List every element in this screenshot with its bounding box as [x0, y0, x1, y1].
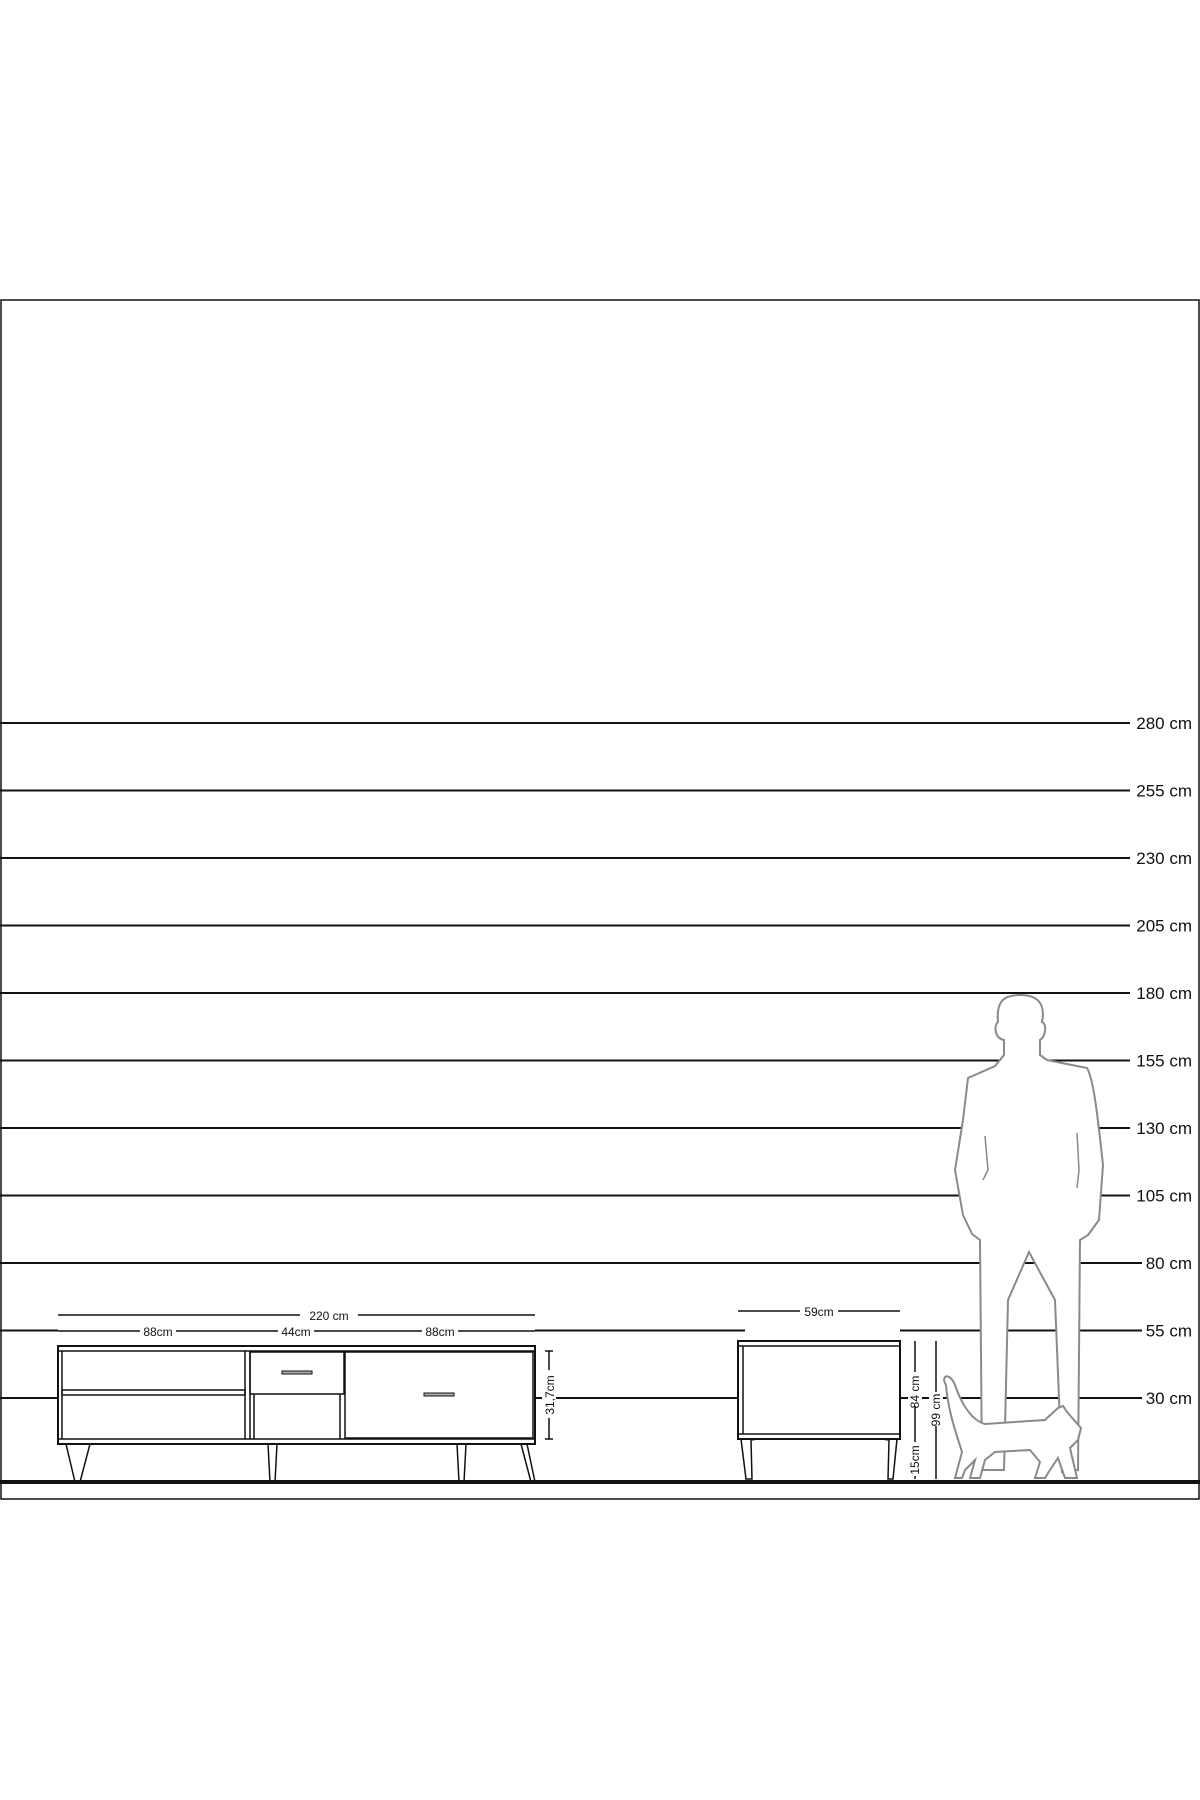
side-cabinet-legs [740, 1436, 898, 1480]
diagram-frame [0, 299, 1200, 1500]
total-height-99-label: 99 cm [929, 1394, 943, 1427]
level-label-80: 80 cm [1146, 1254, 1192, 1273]
level-label-205: 205 cm [1136, 917, 1192, 936]
side-cabinet-body [737, 1340, 901, 1440]
level-label-55: 55 cm [1146, 1322, 1192, 1341]
level-label-230: 230 cm [1136, 849, 1192, 868]
cat-figure [943, 1375, 1083, 1479]
level-label-155: 155 cm [1136, 1052, 1192, 1071]
side-width-label: 59cm [804, 1305, 833, 1319]
body-height-84-label: 84 cm [908, 1376, 922, 1409]
middle-section-label: 44cm [281, 1325, 310, 1339]
human-figure [953, 993, 1105, 1474]
total-width-label: 220 cm [309, 1309, 348, 1323]
tv-unit: 220 cm 88cm 44cm 88cm 31,7cm [57, 1307, 557, 1483]
level-label-280: 280 cm [1136, 714, 1192, 733]
tv-unit-legs [65, 1443, 536, 1483]
human-body [953, 993, 1105, 1474]
right-section-label: 88cm [425, 1325, 454, 1339]
left-section-label: 88cm [143, 1325, 172, 1339]
door [344, 1351, 534, 1439]
level-label-255: 255 cm [1136, 782, 1192, 801]
drawer [249, 1351, 345, 1395]
leg-height-label: 15cm [908, 1445, 922, 1474]
level-label-130: 130 cm [1136, 1119, 1192, 1138]
door-handle [423, 1392, 455, 1397]
level-label-30: 30 cm [1146, 1389, 1192, 1408]
level-label-105: 105 cm [1136, 1187, 1192, 1206]
side-cabinet: 59cm 84 cm 15cm 99 cm [737, 1304, 943, 1480]
level-label-180: 180 cm [1136, 984, 1192, 1003]
cat-body [943, 1375, 1083, 1479]
drawer-handle [281, 1370, 313, 1375]
body-height-label: 31,7cm [543, 1375, 557, 1414]
